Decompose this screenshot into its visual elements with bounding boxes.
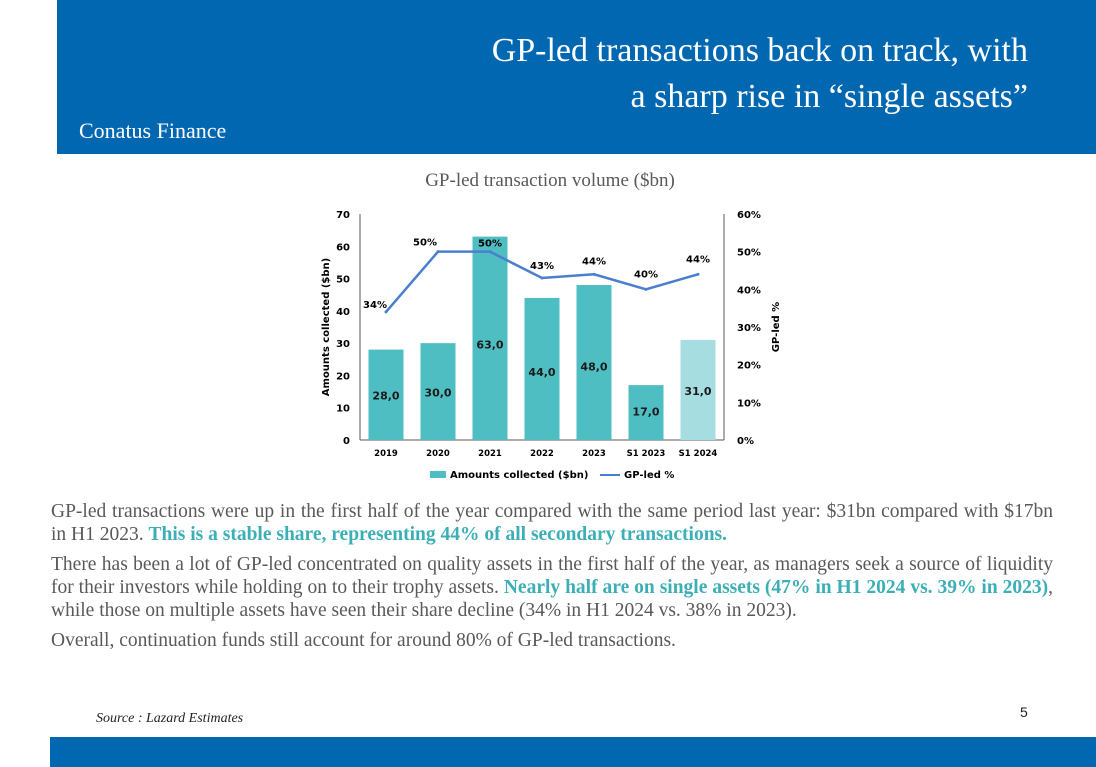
line-point: [436, 250, 440, 254]
line-data-label: 40%: [634, 269, 658, 280]
y-tick-label-left: 20: [336, 371, 350, 382]
bar-data-label: 30,0: [424, 386, 451, 399]
line-data-label: 50%: [413, 238, 437, 249]
legend-swatch-bars: [430, 471, 446, 478]
line-data-label: 44%: [686, 254, 710, 265]
paragraph-2: There has been a lot of GP-led concentra…: [51, 553, 1053, 622]
y-tick-label-right: 50%: [737, 248, 761, 259]
line-data-label: 34%: [363, 300, 387, 311]
line-point: [644, 287, 648, 291]
body-text: GP-led transactions were up in the first…: [51, 500, 1053, 659]
y-axis-title-right: GP-led %: [771, 302, 780, 352]
line-point: [696, 272, 700, 276]
bar: [472, 236, 508, 440]
y-tick-label-left: 70: [336, 210, 350, 221]
bar-data-label: 63,0: [476, 338, 503, 351]
line-data-label: 50%: [478, 239, 502, 250]
line-data-label: 44%: [582, 256, 606, 267]
combo-chart: 0 10 20 30 40 50 60 70 0% 10% 20% 30% 40% 50% 60% Amoun…: [321, 210, 780, 481]
line-point: [592, 272, 596, 276]
line-point: [488, 250, 492, 254]
bar-data-label: 31,0: [684, 385, 711, 398]
slide-title: GP-led transactions back on track, with …: [328, 28, 1028, 120]
x-tick-label: 2021: [478, 449, 502, 459]
line-point: [540, 276, 544, 280]
x-tick-label: S1 2024: [679, 449, 718, 459]
y-tick-label-right: 10%: [737, 398, 761, 409]
bar-data-label: 48,0: [580, 360, 607, 373]
paragraph-3: Overall, continuation funds still accoun…: [51, 630, 676, 651]
y-axis-title-left: Amounts collected ($bn): [321, 258, 332, 396]
y-tick-label-right: 0%: [737, 436, 754, 447]
brand-name: Conatus Finance: [79, 118, 227, 143]
y-tick-label-left: 40: [336, 307, 350, 318]
bar-data-label: 28,0: [372, 389, 399, 402]
x-tick-label: 2022: [530, 449, 554, 459]
bar-data-label: 44,0: [528, 366, 555, 379]
x-tick-label: 2023: [582, 449, 606, 459]
line-data-label: 43%: [530, 261, 554, 272]
y-tick-label-right: 20%: [737, 361, 761, 372]
line-point: [384, 310, 388, 314]
paragraph-1-text: GP-led transactions were up in the first…: [51, 501, 1053, 545]
x-tick-label: S1 2023: [627, 449, 666, 459]
bar: [680, 339, 716, 440]
y-tick-label-left: 10: [336, 404, 350, 415]
y-tick-label-right: 40%: [737, 285, 761, 296]
y-tick-label-left: 0: [343, 436, 350, 447]
chart-title: GP-led transaction volume ($bn): [425, 170, 675, 191]
slide-title-line-2: a sharp rise in “single assets”: [630, 78, 1029, 115]
page-number: 5: [1020, 704, 1028, 720]
legend-label-bars: Amounts collected ($bn): [450, 470, 588, 481]
y-tick-label-left: 30: [336, 339, 350, 350]
slide-title-line-1: GP-led transactions back on track, with: [491, 32, 1028, 69]
footer-bar: [50, 737, 1096, 767]
y-tick-label-right: 30%: [737, 323, 761, 334]
bar: [576, 285, 612, 440]
paragraph-1: GP-led transactions were up in the first…: [51, 500, 1053, 546]
paragraph-1-highlight: This is a stable share, representing 44%…: [148, 524, 728, 545]
bar: [368, 349, 404, 440]
bar: [628, 385, 664, 440]
y-tick-label-left: 50: [336, 275, 350, 286]
bar: [420, 343, 456, 440]
paragraph-2-highlight: Nearly half are on single assets (47% in…: [503, 577, 1049, 598]
y-tick-label-right: 60%: [737, 210, 761, 221]
source-note: Source : Lazard Estimates: [96, 711, 244, 726]
bar-data-label: 17,0: [632, 405, 659, 418]
y-tick-label-left: 60: [336, 242, 350, 253]
legend-label-line: GP-led %: [624, 470, 674, 481]
bar: [524, 297, 560, 440]
header-banner: GP-led transactions back on track, with …: [57, 0, 1096, 154]
x-tick-label: 2019: [374, 449, 398, 459]
paragraph-2-text: There has been a lot of GP-led concentra…: [51, 554, 1053, 598]
paragraph-2-tail: , while those on multiple assets have se…: [51, 577, 1053, 621]
x-tick-label: 2020: [426, 449, 450, 459]
